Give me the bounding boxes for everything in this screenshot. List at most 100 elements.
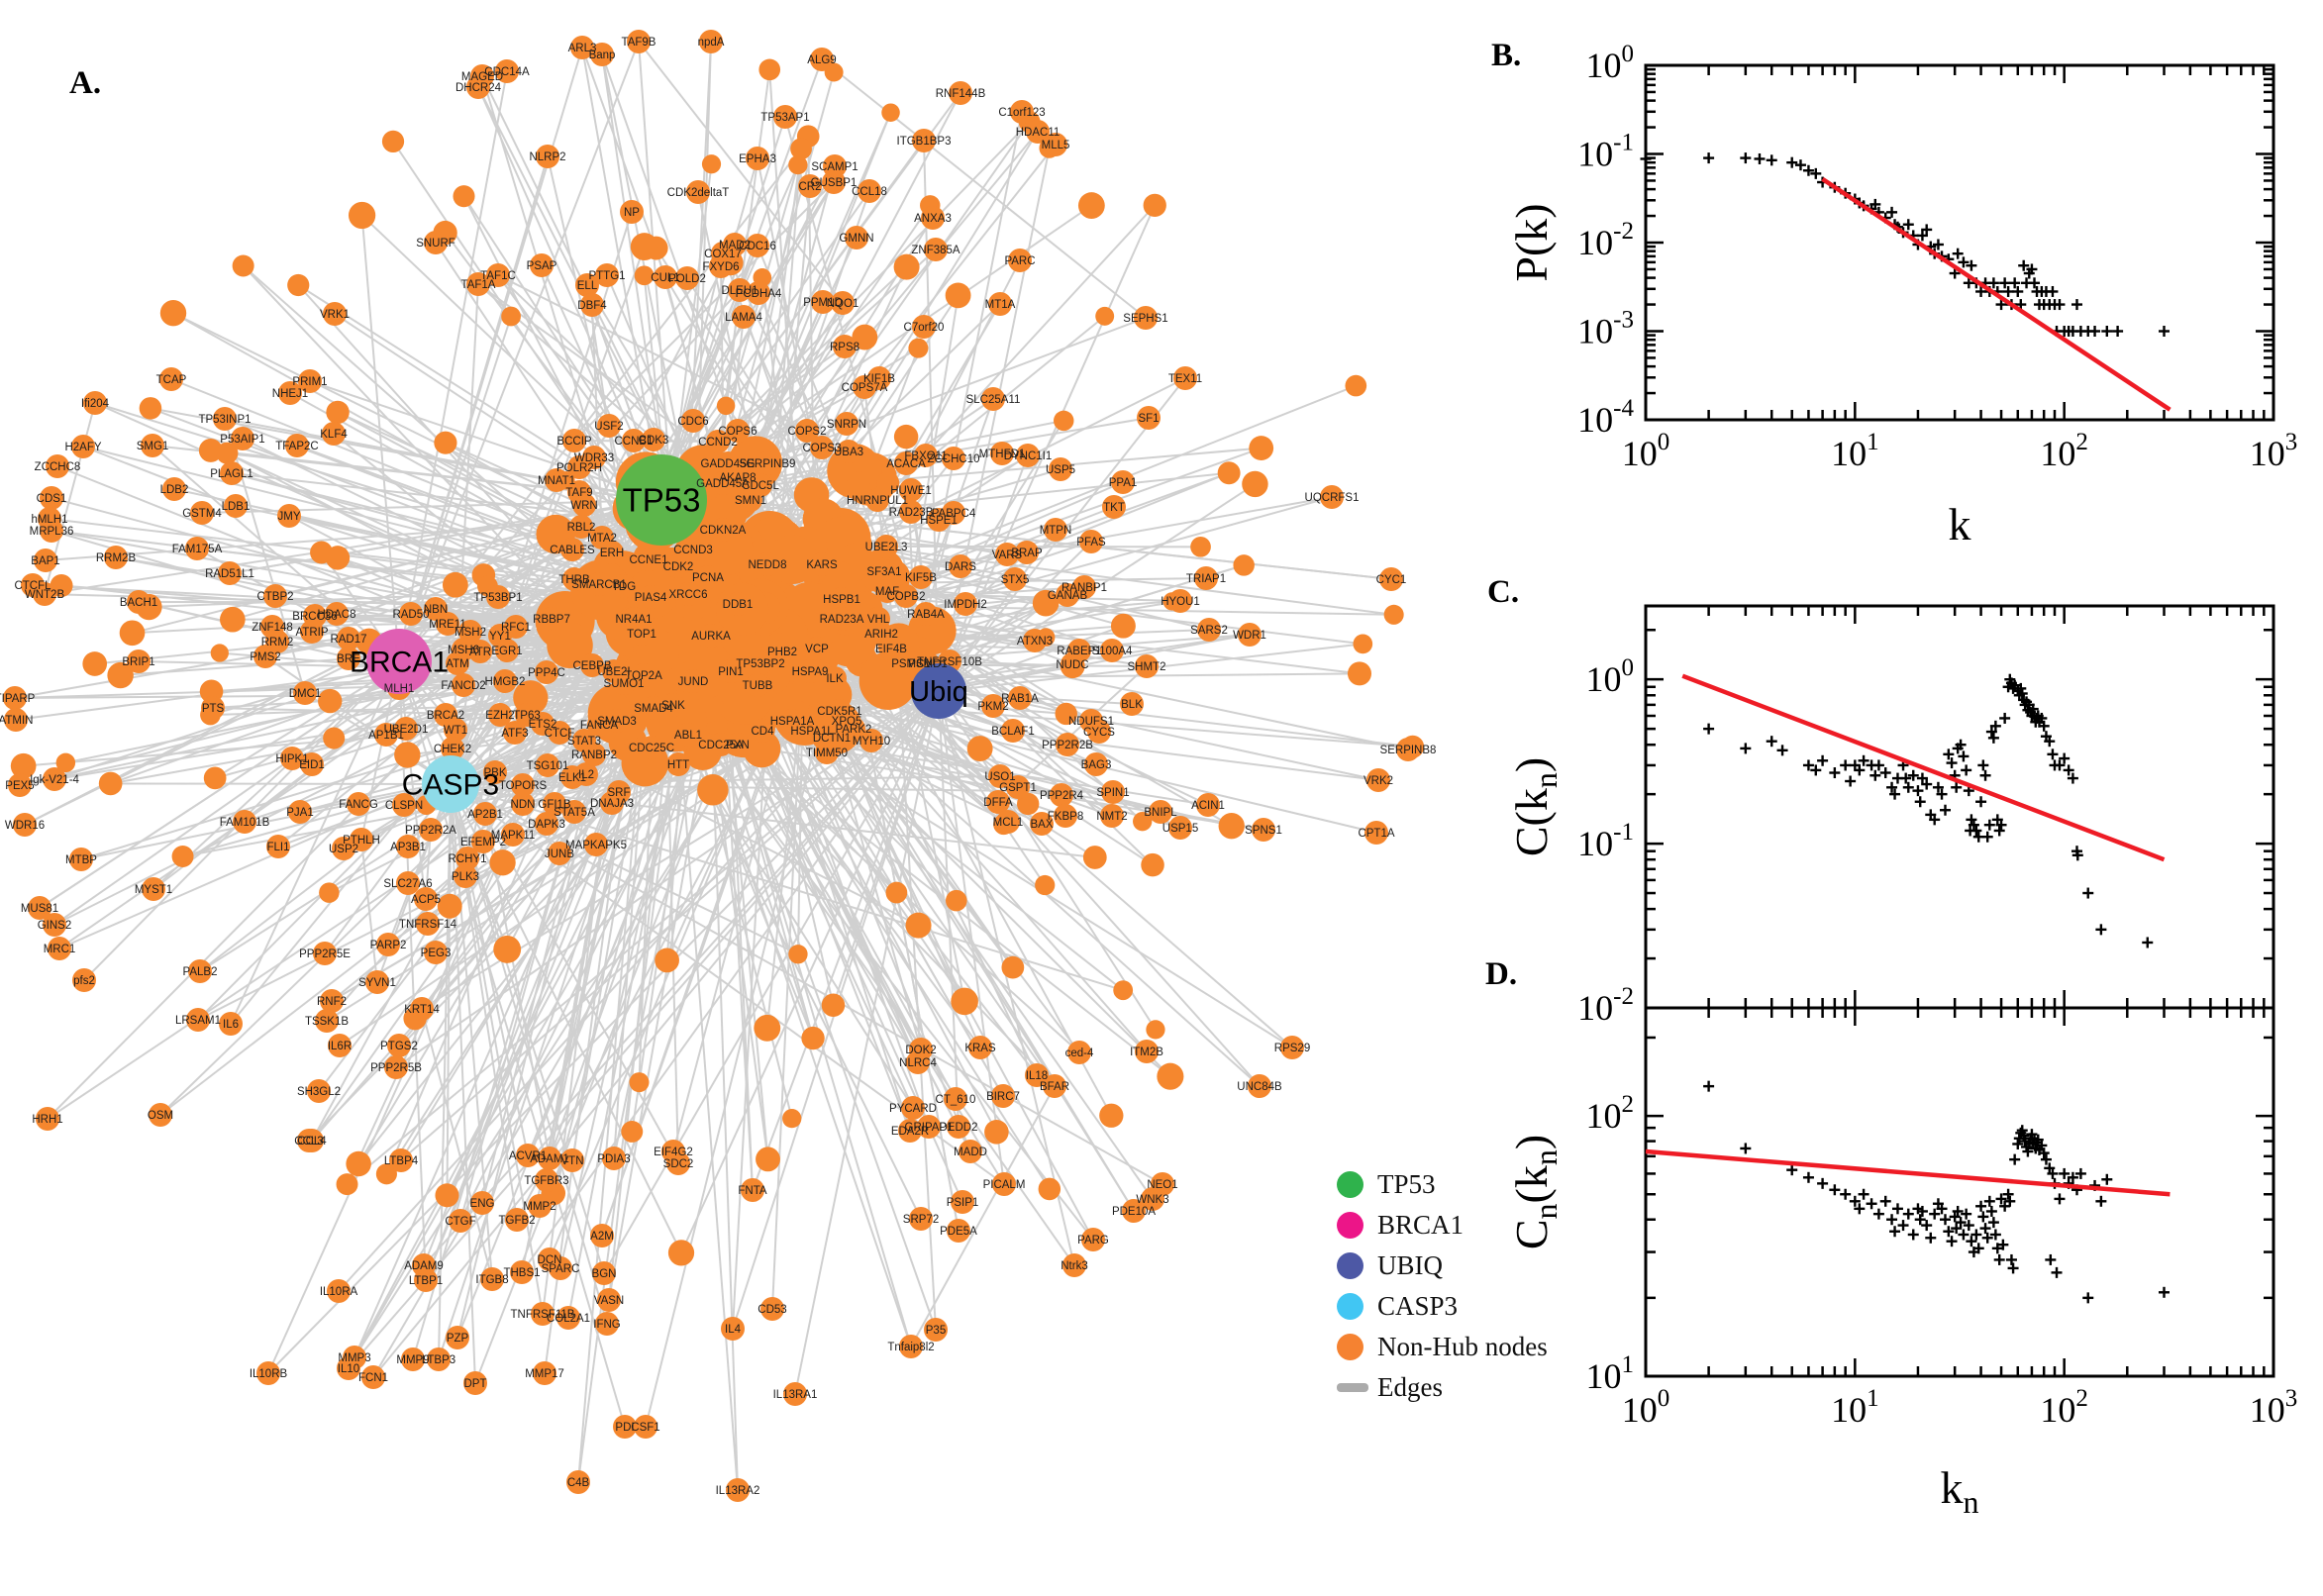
network-edge xyxy=(450,775,1001,785)
network-edge xyxy=(794,690,940,1395)
non-hub-node xyxy=(1055,702,1077,726)
non-hub-node xyxy=(171,846,194,867)
y-tick-label: 10-2 xyxy=(1577,218,1634,262)
network-edge xyxy=(721,674,769,1159)
node-swatch-icon xyxy=(1337,1292,1364,1320)
legend-label: CASP3 xyxy=(1377,1290,1459,1321)
axis-ticks xyxy=(1644,1008,2275,1378)
non-hub-node xyxy=(885,881,908,904)
panel-d-label: D. xyxy=(1485,956,1518,992)
network-edge xyxy=(82,446,237,507)
non-hub-node xyxy=(754,1014,781,1042)
non-hub-node xyxy=(1001,955,1025,979)
non-hub-node xyxy=(493,935,522,963)
x-tick-label: 103 xyxy=(2250,1385,2298,1430)
network-edge xyxy=(267,690,940,1374)
non-hub-node xyxy=(139,397,162,420)
x-tick-label: 100 xyxy=(1622,1385,1670,1430)
non-hub-node xyxy=(1347,661,1372,686)
plot-frame xyxy=(1644,63,2275,422)
non-hub-node xyxy=(55,752,76,773)
network-edge xyxy=(938,690,1075,1266)
legend-label: UBIQ xyxy=(1377,1249,1443,1280)
panel-b-label: B. xyxy=(1491,38,1522,73)
power-law-fit-line xyxy=(1681,673,2166,862)
node-swatch-icon xyxy=(1337,1211,1364,1239)
y-axis-label: C(kn) xyxy=(1506,757,1564,856)
network-edge xyxy=(897,295,960,671)
legend-label: TP53 xyxy=(1377,1168,1436,1199)
power-law-fit-line xyxy=(1645,1148,2171,1197)
x-tick-label: 100 xyxy=(1622,429,1670,473)
network-edge xyxy=(821,58,1147,319)
non-hub-node xyxy=(1032,589,1060,617)
network-edge xyxy=(80,783,452,860)
network-edge xyxy=(660,140,925,501)
network-edge xyxy=(573,181,835,442)
non-hub-node xyxy=(1218,813,1245,840)
network-edge xyxy=(638,41,844,304)
legend-item-non-hub-nodes: Non-Hub nodes xyxy=(1337,1331,1548,1362)
node-swatch-icon xyxy=(1337,1251,1364,1279)
axis-ticks xyxy=(1644,63,2275,422)
non-hub-node xyxy=(10,752,37,779)
non-hub-node xyxy=(1233,554,1255,576)
non-hub-node xyxy=(1017,792,1040,816)
non-hub-node xyxy=(287,273,310,297)
non-hub-node xyxy=(621,1121,644,1143)
y-tick-label: 100 xyxy=(1586,654,1635,699)
non-hub-node xyxy=(98,771,123,796)
y-tick-label: 100 xyxy=(1586,41,1635,85)
network-edge xyxy=(450,783,682,1253)
non-hub-node xyxy=(951,987,978,1016)
non-hub-node xyxy=(1141,852,1164,877)
non-hub-node xyxy=(905,912,932,939)
legend-label: Non-Hub nodes xyxy=(1377,1331,1548,1361)
network-edge xyxy=(398,155,549,662)
non-hub-node xyxy=(203,766,227,790)
network-edge xyxy=(360,215,400,662)
node-swatch-icon xyxy=(1337,1333,1364,1360)
x-axis-label: k xyxy=(1949,499,1971,549)
non-hub-node xyxy=(821,993,846,1017)
x-tick-label: 101 xyxy=(1831,1385,1879,1430)
network-edge xyxy=(421,1008,493,1280)
network-edge xyxy=(360,214,662,501)
network-edge xyxy=(450,783,476,1384)
network-edge xyxy=(938,625,1124,692)
non-hub-node xyxy=(1113,980,1134,1001)
legend-label: Edges xyxy=(1377,1371,1443,1402)
y-tick-label: 10-2 xyxy=(1577,983,1634,1028)
network-edge xyxy=(446,783,452,1196)
network-edge xyxy=(771,650,805,1310)
network-edge xyxy=(923,140,940,692)
network-edge xyxy=(348,690,940,1369)
data-points xyxy=(1703,673,2154,948)
non-hub-node xyxy=(82,651,108,676)
non-hub-node xyxy=(788,154,808,175)
legend-item-tp53: TP53 xyxy=(1337,1168,1548,1200)
network-edge xyxy=(450,246,646,785)
network-edge xyxy=(423,690,940,1266)
non-hub-node xyxy=(893,253,920,280)
network-edge xyxy=(450,783,799,955)
panel-c-label: C. xyxy=(1487,574,1520,610)
y-tick-label: 102 xyxy=(1586,1091,1635,1136)
non-hub-node xyxy=(1053,410,1074,432)
network-edge xyxy=(897,670,966,1002)
panel-a-label: A. xyxy=(69,65,102,101)
network-legend: TP53 BRCA1 UBIQ CASP3 Non-Hub nodes Edges xyxy=(1337,1168,1548,1412)
network-edge xyxy=(549,748,763,1260)
network-edge xyxy=(591,304,603,539)
non-hub-node xyxy=(119,620,146,647)
non-hub-node xyxy=(198,439,223,462)
legend-item-edges: Edges xyxy=(1337,1371,1548,1403)
network-edge xyxy=(839,577,1364,646)
legend-item-casp3: CASP3 xyxy=(1337,1290,1548,1322)
legend-item-ubiq: UBIQ xyxy=(1337,1249,1548,1281)
non-hub-node xyxy=(1035,874,1056,896)
x-tick-label: 102 xyxy=(2040,1385,2088,1430)
non-hub-node xyxy=(437,893,462,919)
